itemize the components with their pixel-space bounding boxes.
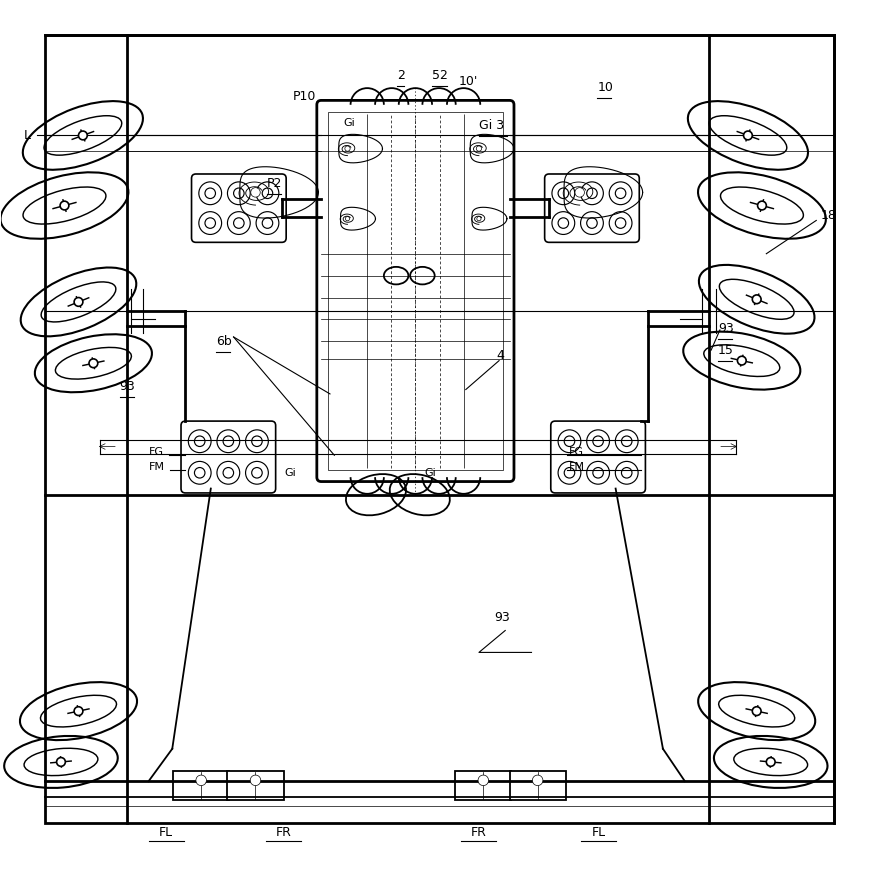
Circle shape [766, 757, 774, 766]
Text: P2: P2 [267, 177, 282, 190]
FancyBboxPatch shape [551, 421, 644, 493]
Text: FL: FL [591, 825, 605, 839]
Circle shape [757, 201, 766, 210]
Bar [327, 112, 502, 470]
Circle shape [574, 188, 584, 197]
Text: 10: 10 [596, 80, 612, 94]
Circle shape [78, 131, 87, 140]
Text: P10: P10 [292, 89, 315, 103]
Text: 10': 10' [458, 76, 478, 88]
FancyBboxPatch shape [191, 174, 286, 242]
Circle shape [56, 757, 65, 766]
Circle shape [196, 775, 206, 786]
Text: L: L [24, 129, 31, 142]
Text: FR: FR [471, 825, 486, 839]
Text: Gi 3: Gi 3 [479, 120, 503, 132]
Text: 2: 2 [397, 70, 405, 82]
Text: Gi: Gi [424, 468, 436, 479]
Circle shape [476, 146, 481, 151]
Text: 18: 18 [820, 209, 836, 221]
Text: 15: 15 [717, 344, 733, 356]
Text: 93: 93 [494, 611, 510, 624]
Circle shape [478, 775, 488, 786]
Text: 52: 52 [432, 70, 448, 82]
FancyBboxPatch shape [227, 771, 284, 800]
Circle shape [476, 217, 480, 221]
Circle shape [344, 146, 349, 151]
Circle shape [532, 775, 543, 786]
Circle shape [737, 356, 745, 365]
Text: 4: 4 [496, 349, 504, 362]
Text: FM: FM [148, 463, 164, 472]
FancyBboxPatch shape [544, 174, 638, 242]
FancyBboxPatch shape [455, 771, 511, 800]
Circle shape [752, 706, 760, 715]
Circle shape [74, 297, 83, 306]
Circle shape [345, 217, 349, 221]
Text: Gi: Gi [342, 118, 355, 128]
Circle shape [752, 295, 760, 304]
FancyBboxPatch shape [181, 421, 276, 493]
Text: FG: FG [569, 447, 584, 457]
Circle shape [74, 706, 83, 715]
Text: FM: FM [569, 463, 585, 472]
FancyBboxPatch shape [509, 771, 565, 800]
Text: 93: 93 [717, 321, 733, 335]
Text: FR: FR [276, 825, 291, 839]
Circle shape [250, 188, 260, 197]
Text: FG: FG [148, 447, 163, 457]
Text: FL: FL [159, 825, 173, 839]
Text: Gi: Gi [284, 468, 296, 479]
Circle shape [89, 359, 97, 368]
Circle shape [60, 201, 68, 210]
Circle shape [250, 775, 261, 786]
Text: 6b: 6b [216, 335, 232, 348]
Text: 93: 93 [119, 380, 135, 394]
Circle shape [743, 131, 752, 140]
FancyBboxPatch shape [173, 771, 229, 800]
